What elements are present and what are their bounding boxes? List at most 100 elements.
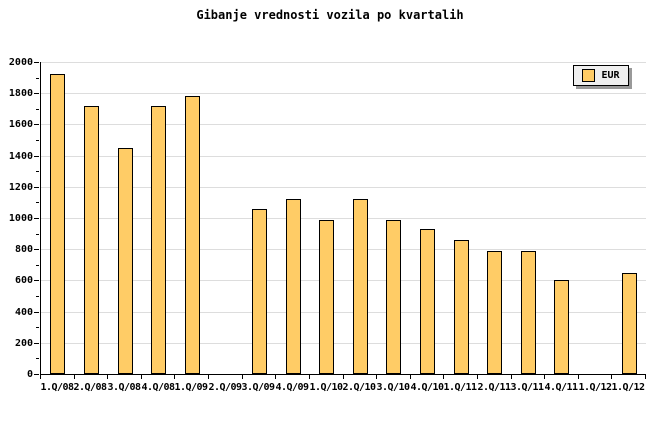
x-axis-tick (242, 375, 243, 379)
x-axis-tick (511, 375, 512, 379)
bar-4q11-15 (554, 280, 569, 374)
y-axis-label: 200 (14, 338, 33, 349)
bar-1q10-8 (319, 220, 334, 374)
x-axis-tick (107, 375, 108, 379)
y-axis-major-tick (34, 374, 39, 375)
x-axis-tick (275, 375, 276, 379)
x-axis-label: 1.Q/10 (309, 382, 343, 393)
y-axis-major-tick (34, 249, 39, 250)
gridline-800 (41, 249, 646, 250)
x-axis-label: 2.Q/10 (342, 382, 376, 393)
bar-1q12-17 (622, 273, 637, 374)
y-axis-minor-tick (36, 327, 39, 328)
x-axis-label: 4.Q/09 (275, 382, 309, 393)
gridline-200 (41, 343, 646, 344)
gridline-600 (41, 280, 646, 281)
y-axis-minor-tick (36, 358, 39, 359)
y-axis-label: 2000 (8, 57, 33, 68)
y-axis-major-tick (34, 124, 39, 125)
x-axis-label: 2.Q/08 (73, 382, 107, 393)
y-axis-label: 600 (14, 275, 33, 286)
x-axis-tick (443, 375, 444, 379)
x-axis-tick (343, 375, 344, 379)
y-axis-minor-tick (36, 202, 39, 203)
x-axis-label: 3.Q/11 (510, 382, 544, 393)
x-axis-label: 1.Q/09 (174, 382, 208, 393)
gridline-1200 (41, 187, 646, 188)
x-axis-tick (141, 375, 142, 379)
x-axis-label: 4.Q/08 (141, 382, 175, 393)
y-axis-major-tick (34, 187, 39, 188)
x-axis-tick (544, 375, 545, 379)
y-axis-label: 1200 (8, 182, 33, 193)
y-axis-minor-tick (36, 171, 39, 172)
y-axis-major-tick (34, 280, 39, 281)
gridline-1000 (41, 218, 646, 219)
x-axis-tick (376, 375, 377, 379)
x-axis-label: 4.Q/10 (410, 382, 444, 393)
bar-2q08-1 (84, 106, 99, 374)
x-axis-tick (611, 375, 612, 379)
y-axis-minor-tick (36, 140, 39, 141)
y-axis-major-tick (34, 93, 39, 94)
x-axis-tick (309, 375, 310, 379)
y-axis-minor-tick (36, 234, 39, 235)
y-axis-minor-tick (36, 265, 39, 266)
x-axis-label: 1.Q/11 (443, 382, 477, 393)
x-axis-label: 3.Q/08 (107, 382, 141, 393)
y-axis-major-tick (34, 312, 39, 313)
plot-area (40, 62, 646, 375)
x-axis-label: 1.Q/08 (40, 382, 74, 393)
y-axis-label: 0 (26, 369, 33, 380)
y-axis-label: 1000 (8, 213, 33, 224)
y-axis-label: 1600 (8, 119, 33, 130)
y-axis-minor-tick (36, 78, 39, 79)
y-axis-major-tick (34, 62, 39, 63)
gridline-400 (41, 312, 646, 313)
bar-1q11-12 (454, 240, 469, 374)
x-axis-tick (477, 375, 478, 379)
y-axis-label: 800 (14, 244, 33, 255)
bar-4q10-11 (420, 229, 435, 374)
legend-label: EUR (601, 70, 620, 81)
x-axis-label: 2.Q/09 (208, 382, 242, 393)
x-axis-label: 2.Q/11 (477, 382, 511, 393)
bar-4q09-7 (286, 199, 301, 374)
x-axis-tick (645, 375, 646, 379)
y-axis-label: 400 (14, 307, 33, 318)
bar-3q11-14 (521, 251, 536, 374)
x-axis-tick (410, 375, 411, 379)
bar-1q08-0 (50, 74, 65, 374)
y-axis-minor-tick (36, 296, 39, 297)
bar-2q10-9 (353, 199, 368, 374)
x-axis-label: 3.Q/10 (376, 382, 410, 393)
y-axis-major-tick (34, 218, 39, 219)
bar-4q08-3 (151, 106, 166, 374)
y-axis-major-tick (34, 156, 39, 157)
y-axis-label: 1400 (8, 151, 33, 162)
bar-3q09-6 (252, 209, 267, 374)
gridline-1400 (41, 156, 646, 157)
bar-3q10-10 (386, 220, 401, 374)
bar-3q08-2 (118, 148, 133, 374)
legend: EUR (573, 65, 629, 86)
y-axis-minor-tick (36, 109, 39, 110)
x-axis-label: 1.Q/12 (578, 382, 612, 393)
x-axis-tick (578, 375, 579, 379)
x-axis-label: 1.Q/12 (611, 382, 645, 393)
gridline-1600 (41, 124, 646, 125)
x-axis-label: 4.Q/11 (544, 382, 578, 393)
x-axis-label: 3.Q/09 (241, 382, 275, 393)
x-axis-tick (174, 375, 175, 379)
chart-title: Gibanje vrednosti vozila po kvartalih (196, 8, 464, 22)
y-axis-major-tick (34, 343, 39, 344)
gridline-1800 (41, 93, 646, 94)
x-axis-tick (208, 375, 209, 379)
x-axis-tick (74, 375, 75, 379)
bar-2q11-13 (487, 251, 502, 374)
bar-1q09-4 (185, 96, 200, 374)
x-axis-tick (40, 375, 41, 379)
legend-swatch-icon (582, 69, 596, 82)
y-axis-label: 1800 (8, 88, 33, 99)
